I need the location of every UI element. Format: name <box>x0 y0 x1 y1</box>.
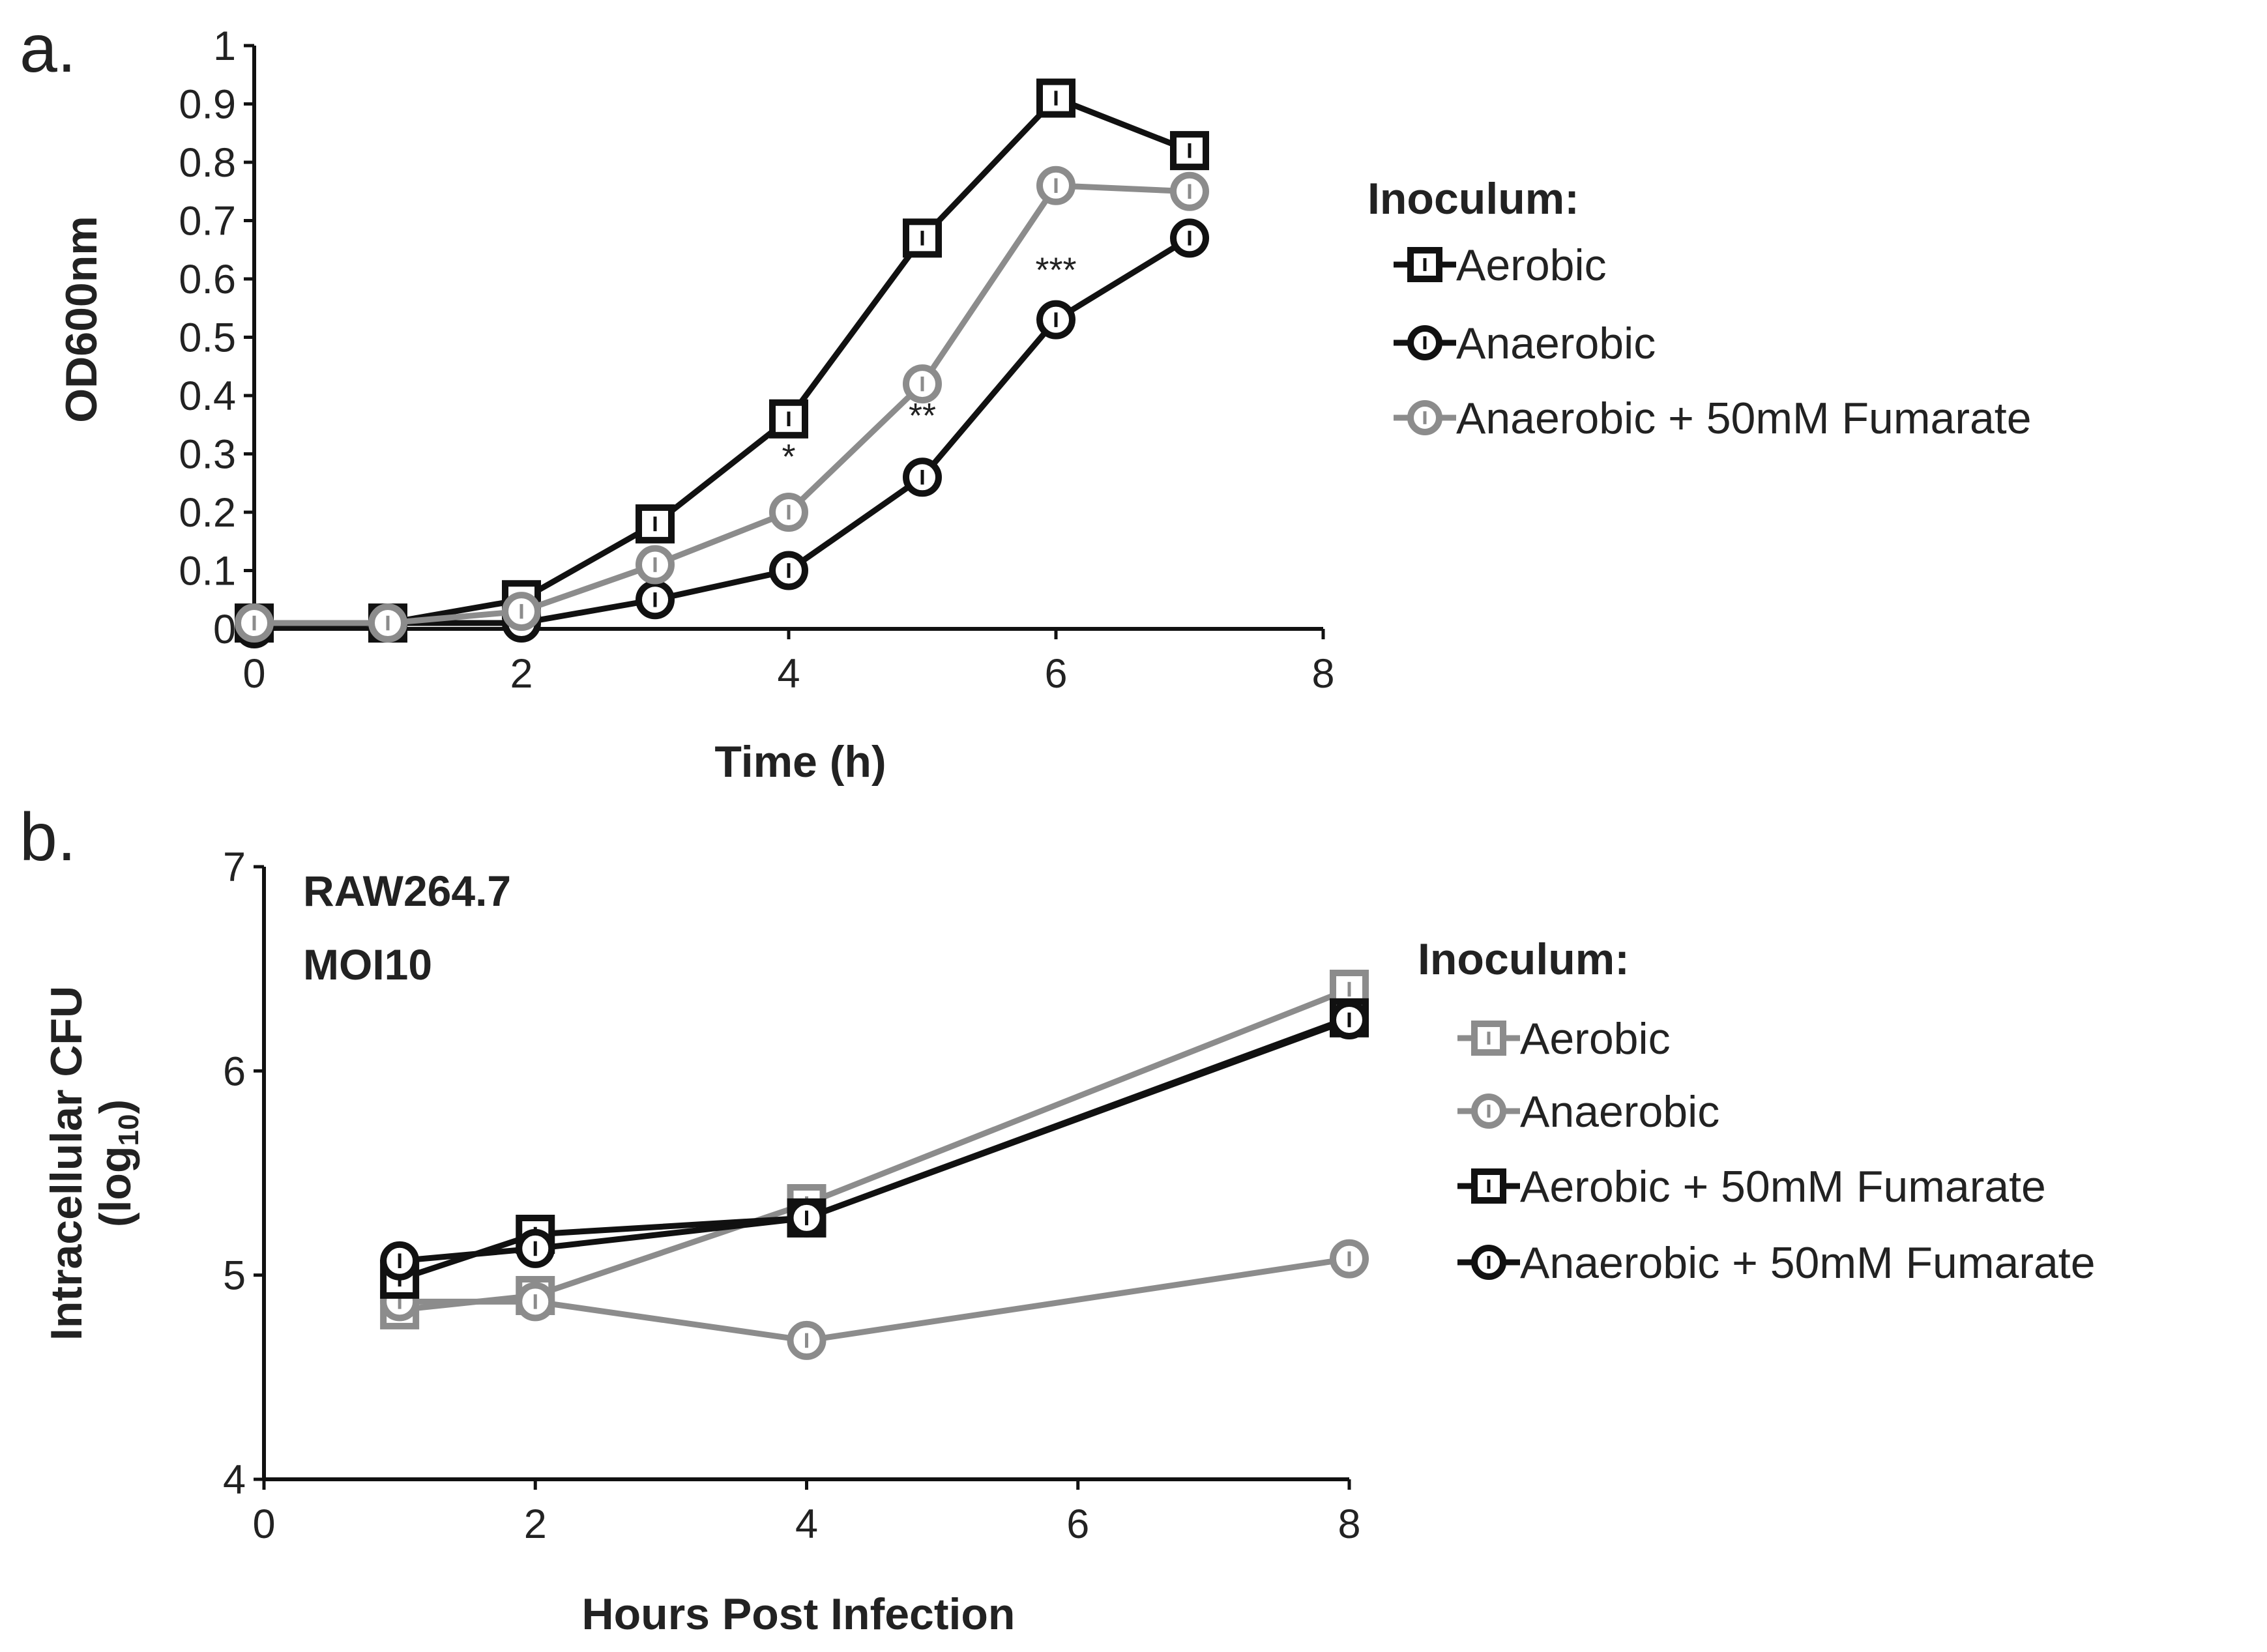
panel-a-x-axis-label: Time (h) <box>714 737 886 787</box>
series-line <box>254 235 1192 632</box>
y-tick-label: 0.2 <box>179 490 236 536</box>
x-tick-label: 6 <box>1044 651 1067 697</box>
x-tick-label: 6 <box>1066 1501 1089 1547</box>
significance-marker: ** <box>909 396 936 435</box>
y-tick-label: 0.9 <box>179 82 236 128</box>
x-tick-label: 4 <box>795 1501 818 1547</box>
x-tick-label: 0 <box>252 1501 275 1547</box>
y-tick-label: 6 <box>223 1049 246 1094</box>
panel-a: a. 0 2 4 6 8 0 0.1 0.2 0.3 0.4 0.5 0.6 0.7 0.8 0.9 1 Ti… <box>20 11 2032 787</box>
marker-square <box>903 218 942 258</box>
legend-marker-circle-gray-icon <box>1457 1094 1520 1129</box>
panel-b-legend: Inoculum: Aerobic Anaerobic Aerobic + 50… <box>1418 935 2096 1288</box>
panel-b: b. 0 2 4 6 8 4 5 6 7 Hours Post Infection Intrac… <box>20 800 2096 1639</box>
x-tick-label: 2 <box>524 1501 547 1547</box>
series-anaerobic-50mm-fumarate <box>235 166 1209 643</box>
panel-b-legend-label: Aerobic <box>1520 1014 1671 1064</box>
panel-a-legend-label: Aerobic <box>1456 240 1607 290</box>
panel-a-legend-label: Anaerobic + 50mM Fumarate <box>1456 394 2032 443</box>
y-tick-label: 5 <box>223 1253 246 1299</box>
x-tick-label: 4 <box>777 651 800 697</box>
panel-b-y-axis-unit-suffix: ) <box>91 1099 140 1114</box>
series-line <box>400 1256 1350 1344</box>
y-tick-label: 0.7 <box>179 199 236 244</box>
y-tick-label: 1 <box>213 23 236 69</box>
legend-marker-square-black-icon <box>1457 1168 1520 1204</box>
panel-a-series <box>235 78 1209 648</box>
panel-a-axes: 0 2 4 6 8 0 0.1 0.2 0.3 0.4 0.5 0.6 0.7 0.8 0.9 1 <box>179 23 1334 697</box>
panel-b-legend-title: Inoculum: <box>1418 935 1630 984</box>
panel-b-y-axis-unit: (log10) <box>91 1099 145 1227</box>
panel-a-label: a. <box>20 11 76 87</box>
marker-square <box>1471 1168 1506 1204</box>
panel-a-legend-item-aerobic: Aerobic <box>1394 240 1607 290</box>
panel-b-x-axis-label: Hours Post Infection <box>582 1589 1016 1639</box>
panel-b-series <box>380 970 1369 1360</box>
legend-marker-square-black-icon <box>1394 247 1456 282</box>
panel-b-y-axis-label: Intracellular CFU <box>42 986 91 1340</box>
panel-b-legend-label: Anaerobic + 50mM Fumarate <box>1520 1238 2096 1288</box>
panel-a-legend-title: Inoculum: <box>1368 174 1579 224</box>
panel-b-legend-item-anaerobic-fumarate: Anaerobic + 50mM Fumarate <box>1457 1238 2096 1288</box>
y-tick-label: 0.4 <box>179 373 236 419</box>
panel-b-legend-item-aerobic: Aerobic <box>1457 1014 1671 1064</box>
panel-b-annotation-moi: MOI10 <box>303 940 432 989</box>
y-tick-label: 0 <box>213 607 236 652</box>
legend-marker-circle-black-icon <box>1457 1245 1520 1280</box>
panel-b-legend-label: Anaerobic <box>1520 1087 1719 1137</box>
panel-b-y-axis-unit-subscript: 10 <box>113 1114 145 1146</box>
marker-square <box>1407 247 1442 282</box>
series-aerobic <box>380 970 1369 1329</box>
panel-b-label: b. <box>20 800 76 875</box>
series-line <box>254 182 1190 626</box>
significance-marker: *** <box>1035 250 1076 289</box>
panel-a-y-axis-label: OD600nm <box>57 216 106 422</box>
panel-b-legend-item-anaerobic: Anaerobic <box>1457 1087 1719 1137</box>
y-tick-label: 0.5 <box>179 315 236 361</box>
panel-b-axes: 0 2 4 6 8 4 5 6 7 <box>223 845 1361 1547</box>
marker-square <box>1170 131 1209 171</box>
x-tick-label: 0 <box>242 651 265 697</box>
legend-marker-circle-gray-icon <box>1394 400 1456 435</box>
y-tick-label: 0.8 <box>179 140 236 186</box>
series-line <box>399 1017 1351 1264</box>
series-anaerobic <box>380 1239 1369 1360</box>
legend-marker-circle-black-icon <box>1394 325 1456 360</box>
y-tick-label: 4 <box>223 1457 246 1503</box>
legend-marker-square-gray-icon <box>1457 1021 1520 1056</box>
marker-square <box>1471 1021 1506 1056</box>
significance-marker: * <box>782 437 795 476</box>
y-tick-label: 0.3 <box>179 432 236 478</box>
series-aerobic <box>235 78 1209 643</box>
y-tick-label: 0.1 <box>179 549 236 594</box>
series-anaerobic-50mm-fumarate <box>380 1000 1369 1281</box>
x-tick-label: 2 <box>510 651 533 697</box>
panel-b-annotation-cell-line: RAW264.7 <box>303 867 511 915</box>
panel-a-legend: Inoculum: Aerobic Anaerobic Anaerobic + … <box>1368 174 2032 443</box>
panel-a-legend-label: Anaerobic <box>1456 319 1656 368</box>
panel-a-legend-item-anaerobic: Anaerobic <box>1394 319 1656 368</box>
panel-b-y-axis-unit-prefix: (log <box>91 1146 140 1227</box>
x-tick-label: 8 <box>1311 651 1334 697</box>
panel-b-legend-item-aerobic-fumarate: Aerobic + 50mM Fumarate <box>1457 1162 2046 1211</box>
panel-a-legend-item-anaerobic-fumarate: Anaerobic + 50mM Fumarate <box>1394 394 2032 443</box>
panel-b-legend-label: Aerobic + 50mM Fumarate <box>1520 1162 2046 1211</box>
y-tick-label: 0.6 <box>179 257 236 302</box>
x-tick-label: 8 <box>1338 1501 1360 1547</box>
panel-a-significance: ****** <box>782 250 1076 476</box>
y-tick-label: 7 <box>223 845 246 890</box>
